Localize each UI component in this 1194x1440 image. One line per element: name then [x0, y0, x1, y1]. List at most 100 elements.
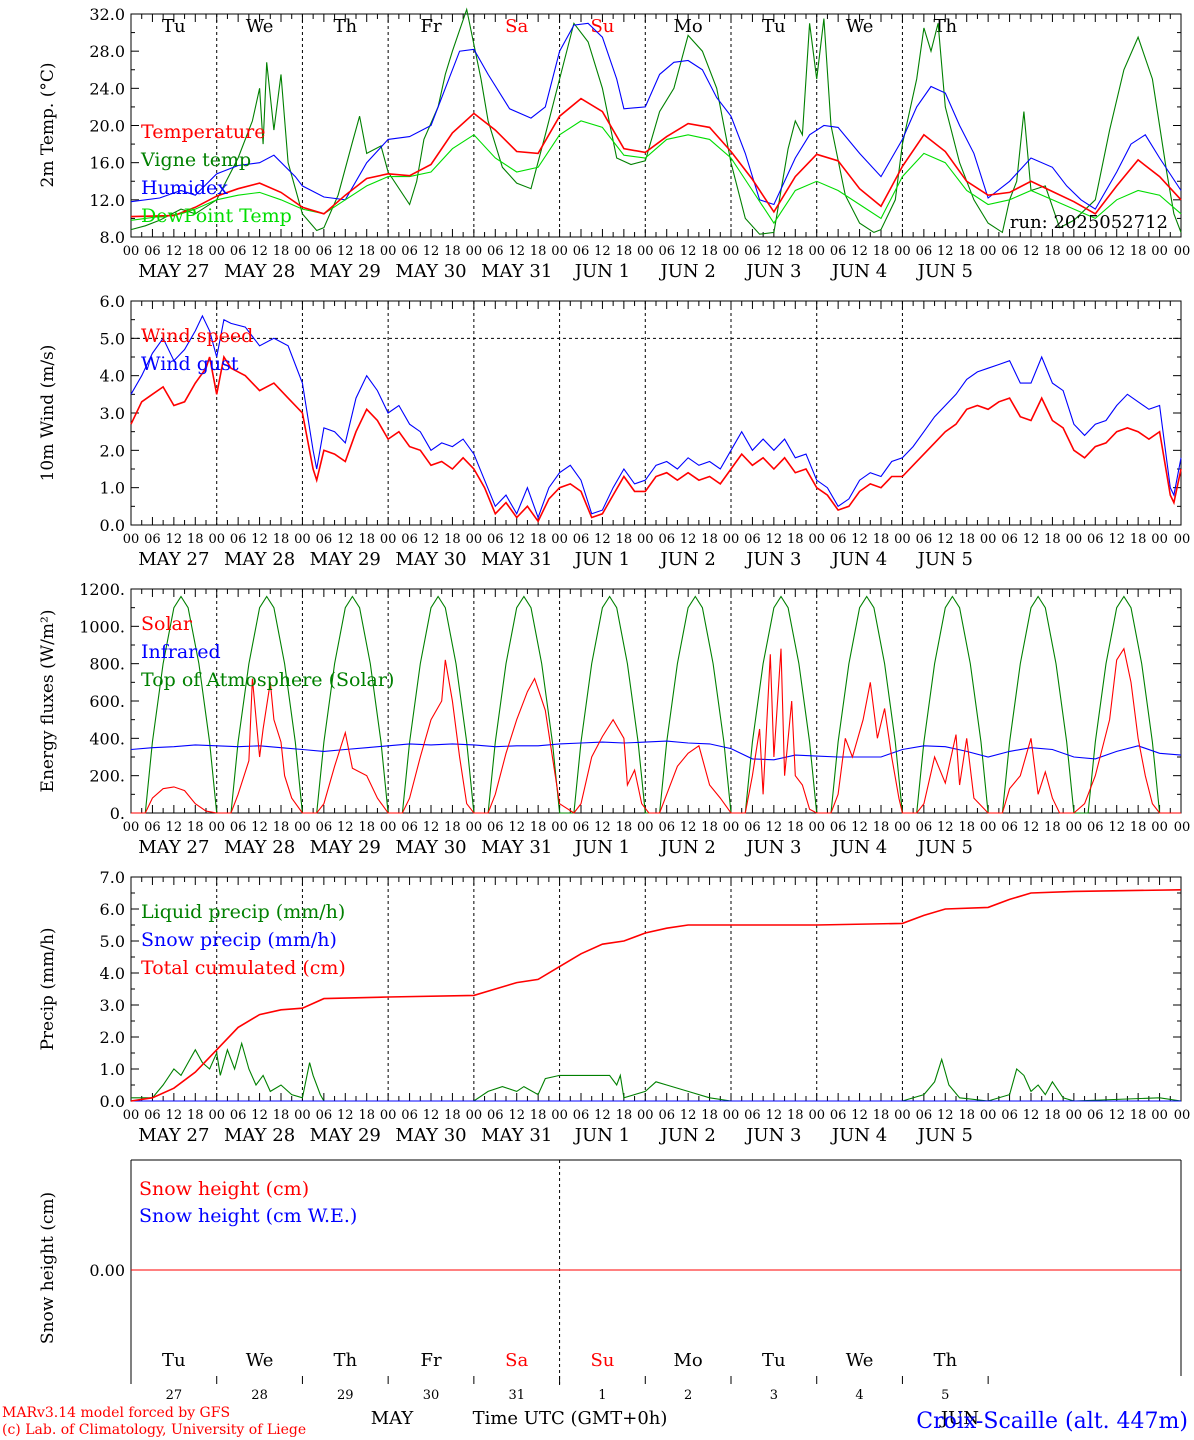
hour-tick-label: 06 — [316, 1108, 333, 1123]
hour-tick-label: 18 — [1130, 532, 1147, 547]
hour-tick-label: 18 — [358, 820, 375, 835]
hour-tick-label: 18 — [273, 244, 290, 259]
hour-tick-label: 06 — [573, 532, 590, 547]
series-line-dewpoint-temp — [130, 120, 1182, 225]
date-label: MAY 31 — [481, 1125, 552, 1146]
legend-dewpoint-temp: DewPoint Temp — [141, 205, 292, 227]
hour-tick-label: 12 — [251, 244, 268, 259]
hour-tick-label: 00 — [551, 820, 568, 835]
hour-tick-label: 12 — [337, 244, 354, 259]
hour-tick-label: 00 — [123, 532, 140, 547]
hour-tick-label: 00 — [380, 820, 397, 835]
weekday-label: Sa — [505, 1350, 528, 1371]
date-label: MAY 30 — [395, 837, 466, 858]
hour-tick-label: 12 — [594, 532, 611, 547]
hour-tick-label: 06 — [1087, 244, 1104, 259]
hour-tick-label: 00 — [637, 244, 654, 259]
hour-tick-label: 06 — [658, 244, 675, 259]
y-tick-label: 2.0 — [100, 1028, 125, 1047]
series-line-top-of-atmosphere-solar — [131, 595, 1181, 814]
hour-tick-label: 12 — [1108, 1108, 1125, 1123]
day-number-label: 31 — [508, 1388, 525, 1403]
day-number-label: 30 — [423, 1388, 440, 1403]
hour-tick-label: 00 — [380, 1108, 397, 1123]
hour-tick-label: 06 — [744, 532, 761, 547]
hour-tick-label: 18 — [187, 820, 204, 835]
date-label: MAY 31 — [481, 261, 552, 282]
y-tick-label: 400. — [89, 729, 125, 748]
weekday-label: Fr — [420, 16, 441, 37]
hour-tick-label: 00 — [1174, 244, 1191, 259]
hour-tick-label: 18 — [958, 532, 975, 547]
hour-tick-label: 00 — [380, 244, 397, 259]
hour-tick-label: 00 — [208, 1108, 225, 1123]
hour-tick-label: 06 — [916, 1108, 933, 1123]
y-axis-label: Snow height (cm) — [38, 1192, 58, 1344]
legend-liquid-precip-mm-h: Liquid precip (mm/h) — [141, 901, 345, 923]
hour-tick-label: 18 — [530, 532, 547, 547]
hour-tick-label: 06 — [316, 532, 333, 547]
y-tick-label: 7.0 — [100, 868, 125, 887]
date-label: MAY 31 — [481, 837, 552, 858]
hour-tick-label: 18 — [187, 244, 204, 259]
hour-tick-label: 18 — [358, 1108, 375, 1123]
footer-xaxis-label: Time UTC (GMT+0h) — [473, 1408, 668, 1429]
y-tick-label: 200. — [89, 767, 125, 786]
hour-tick-label: 06 — [573, 820, 590, 835]
hour-tick-label: 06 — [744, 820, 761, 835]
y-tick-label: 1.0 — [100, 479, 125, 498]
date-label: JUN 5 — [916, 261, 973, 282]
hour-tick-label: 06 — [487, 244, 504, 259]
legend-snow-height-cm-w-e: Snow height (cm W.E.) — [139, 1205, 357, 1227]
y-tick-label: 3.0 — [100, 996, 125, 1015]
hour-tick-label: 18 — [1130, 1108, 1147, 1123]
hour-tick-label: 00 — [466, 244, 483, 259]
hour-tick-label: 00 — [723, 532, 740, 547]
hour-tick-label: 06 — [1001, 820, 1018, 835]
legend-snow-height-cm: Snow height (cm) — [139, 1178, 309, 1200]
hour-tick-label: 00 — [894, 532, 911, 547]
footer-lab-label: (c) Lab. of Climatology, University of L… — [2, 1422, 306, 1438]
hour-tick-label: 12 — [251, 532, 268, 547]
y-tick-label: 4.0 — [100, 367, 125, 386]
hour-tick-label: 18 — [1044, 820, 1061, 835]
hour-tick-label: 12 — [851, 820, 868, 835]
date-label: JUN 5 — [916, 837, 973, 858]
weekday-label: Tu — [162, 16, 186, 37]
footer-model-label: MARv3.14 model forced by GFS — [2, 1405, 230, 1421]
hour-tick-label: 06 — [658, 820, 675, 835]
date-label: JUN 2 — [658, 549, 715, 570]
series-line-total-cumulated-cm — [130, 889, 1182, 1102]
day-number-label: 4 — [855, 1388, 863, 1403]
legend-solar: Solar — [141, 613, 193, 635]
y-tick-label: 24.0 — [89, 79, 125, 98]
hour-tick-label: 06 — [401, 244, 418, 259]
hour-tick-label: 06 — [401, 820, 418, 835]
legend-top-of-atmosphere-solar: Top of Atmosphere (Solar) — [141, 669, 394, 691]
y-tick-label: 1200. — [79, 580, 125, 599]
hour-tick-label: 06 — [316, 244, 333, 259]
weekday-label: We — [246, 1350, 274, 1371]
date-label: MAY 27 — [138, 1125, 209, 1146]
hour-tick-label: 06 — [230, 244, 247, 259]
hour-tick-label: 00 — [123, 820, 140, 835]
date-label: JUN 1 — [573, 1125, 630, 1146]
hour-tick-label: 00 — [294, 244, 311, 259]
y-axis-label: Precip (mm/h) — [38, 927, 58, 1050]
hour-tick-label: 18 — [187, 532, 204, 547]
hour-tick-label: 12 — [594, 820, 611, 835]
hour-tick-label: 12 — [251, 1108, 268, 1123]
hour-tick-label: 18 — [273, 1108, 290, 1123]
hour-tick-label: 12 — [1108, 244, 1125, 259]
hour-tick-label: 18 — [958, 820, 975, 835]
date-label: JUN 2 — [658, 837, 715, 858]
hour-tick-label: 00 — [1066, 244, 1083, 259]
hour-tick-label: 12 — [1108, 532, 1125, 547]
hour-tick-label: 06 — [487, 532, 504, 547]
date-label: MAY 29 — [310, 549, 381, 570]
date-label: MAY 28 — [224, 549, 295, 570]
hour-tick-label: 18 — [1130, 244, 1147, 259]
hour-tick-label: 06 — [487, 1108, 504, 1123]
hour-tick-label: 00 — [294, 820, 311, 835]
panel-frame — [130, 588, 1182, 814]
